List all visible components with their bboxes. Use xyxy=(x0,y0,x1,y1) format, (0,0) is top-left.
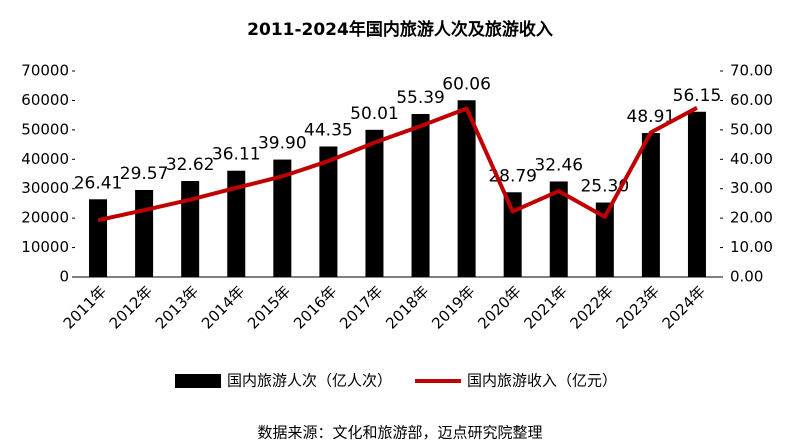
data-label: 50.01 xyxy=(350,104,399,124)
y2-tick-label: 30.00 xyxy=(730,179,773,197)
x-tick-label: 2021年 xyxy=(520,282,570,332)
bar xyxy=(687,111,706,277)
x-tick-label: 2013年 xyxy=(152,282,202,332)
legend-label: 国内旅游收入（亿元） xyxy=(467,372,617,390)
data-label: 48.91 xyxy=(627,107,676,127)
x-tick-label: 2022年 xyxy=(566,282,616,332)
legend-swatch xyxy=(175,374,221,388)
bar xyxy=(595,202,614,277)
y2-tick-label: 20.00 xyxy=(730,209,773,227)
bar xyxy=(227,170,246,277)
y2-tick-label: 50.00 xyxy=(730,120,773,138)
bar xyxy=(503,192,522,277)
y-tick-label: 10000 xyxy=(21,238,69,256)
bar xyxy=(411,113,430,277)
y2-tick-label: 60.00 xyxy=(730,91,773,109)
y-tick-label: 40000 xyxy=(21,150,69,168)
data-label: 44.35 xyxy=(304,120,353,140)
bar xyxy=(549,181,568,277)
bar xyxy=(641,133,660,277)
y2-tick-label: 0.00 xyxy=(730,268,763,286)
x-tick-label: 2023年 xyxy=(613,282,663,332)
y-tick-label: 0 xyxy=(59,268,69,286)
bar xyxy=(273,159,292,277)
data-label: 36.11 xyxy=(212,145,261,165)
line xyxy=(97,106,698,223)
y-tick-label: 70000 xyxy=(21,62,69,80)
data-label: 55.39 xyxy=(396,88,445,108)
bar xyxy=(89,199,108,277)
x-tick-label: 2015年 xyxy=(244,282,294,332)
data-label: 26.41 xyxy=(74,173,123,193)
bar xyxy=(319,146,338,277)
data-label: 32.46 xyxy=(534,155,583,175)
y2-tick-label: 70.00 xyxy=(730,62,773,80)
data-label: 60.06 xyxy=(442,74,491,94)
data-label: 32.62 xyxy=(166,155,215,175)
x-tick-label: 2020年 xyxy=(474,282,524,332)
bar xyxy=(135,189,154,277)
chart-title: 2011-2024年国内旅游人次及旅游收入 xyxy=(247,19,553,40)
bar xyxy=(181,181,200,277)
x-tick-label: 2011年 xyxy=(60,282,110,332)
data-label: 56.15 xyxy=(673,86,722,106)
y-tick-label: 20000 xyxy=(21,209,69,227)
x-tick-label: 2017年 xyxy=(336,282,386,332)
y-tick-label: 50000 xyxy=(21,120,69,138)
x-tick-label: 2016年 xyxy=(290,282,340,332)
x-tick-label: 2018年 xyxy=(382,282,432,332)
x-tick-label: 2014年 xyxy=(198,282,248,332)
y-tick-label: 30000 xyxy=(21,179,69,197)
bar xyxy=(365,129,384,277)
x-tick-label: 2024年 xyxy=(659,282,709,332)
x-tick-label: 2019年 xyxy=(428,282,478,332)
legend-label: 国内旅游人次（亿人次） xyxy=(227,372,392,390)
data-label: 39.90 xyxy=(258,134,307,154)
bar xyxy=(457,100,476,277)
data-label: 29.57 xyxy=(120,164,169,184)
x-tick-label: 2012年 xyxy=(106,282,156,332)
y2-tick-label: 10.00 xyxy=(730,238,773,256)
y-tick-label: 60000 xyxy=(21,91,69,109)
source: 数据来源：文化和旅游部，迈点研究院整理 xyxy=(257,424,542,442)
y2-tick-label: 40.00 xyxy=(730,150,773,168)
